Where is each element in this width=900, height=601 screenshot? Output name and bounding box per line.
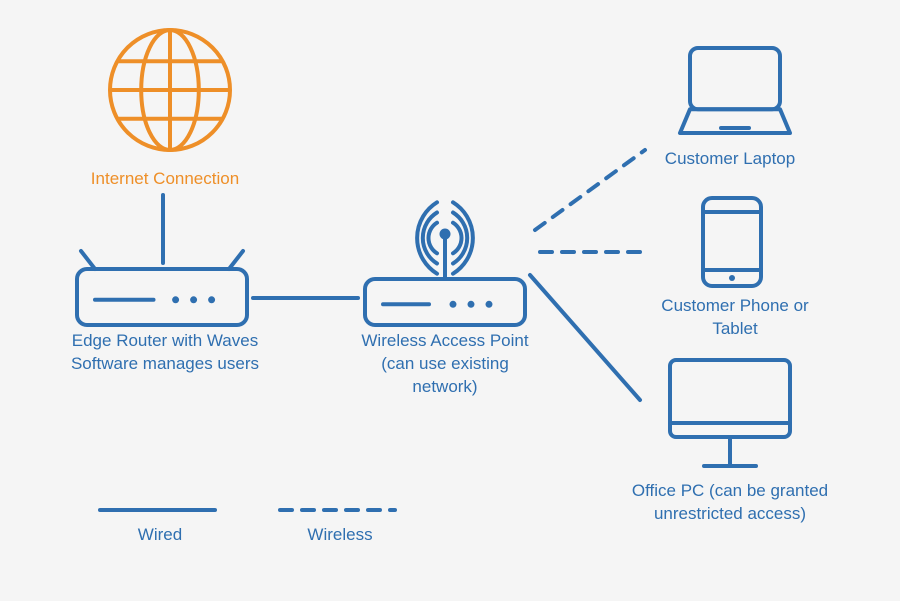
edge-wap-pc [530, 275, 640, 400]
edge-wap-laptop [535, 150, 645, 230]
wap-label: Wireless Access Point (can use existing … [355, 330, 535, 399]
pc-label: Office PC (can be granted unrestricted a… [625, 480, 835, 526]
legend-wired-label: Wired [110, 524, 210, 547]
phone-label: Customer Phone or Tablet [640, 295, 830, 341]
internet-label: Internet Connection [70, 168, 260, 191]
laptop-icon [680, 48, 790, 133]
wireless-access-point-icon [365, 202, 525, 325]
router-label: Edge Router with Waves Software manages … [60, 330, 270, 376]
globe-icon [110, 30, 230, 150]
laptop-label: Customer Laptop [630, 148, 830, 171]
legend-wireless-label: Wireless [285, 524, 395, 547]
desktop-pc-icon [670, 360, 790, 466]
phone-icon [703, 198, 761, 286]
